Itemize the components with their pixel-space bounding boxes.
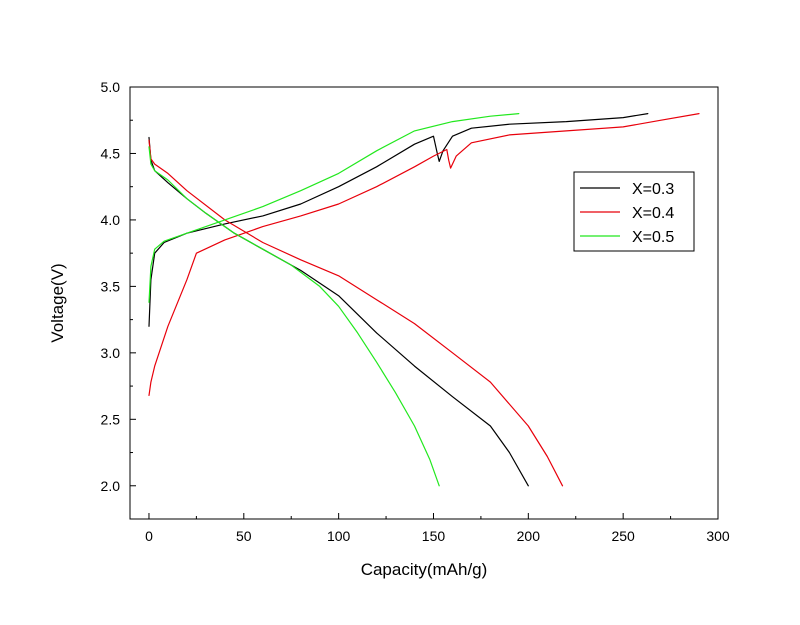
y-axis-ticks: 2.0 2.5 3.0 3.5 4.0 4.5 5.0 [101, 79, 136, 494]
legend-items: X=0.3 X=0.4 X=0.5 [580, 181, 674, 246]
series-line-3-discharge [148, 146, 440, 487]
x-tick-label: 250 [611, 528, 635, 544]
series-line-1-charge [148, 112, 649, 327]
legend: X=0.3 X=0.4 X=0.5 [573, 171, 695, 252]
series-line-1-discharge [148, 136, 529, 487]
x-tick-label: 300 [706, 528, 730, 544]
x-tick-label: 200 [517, 528, 541, 544]
series-line-2-charge [148, 112, 700, 396]
legend-label-2: X=0.4 [632, 205, 674, 222]
y-tick-label: 3.5 [101, 278, 121, 294]
y-tick-label: 2.5 [101, 411, 121, 427]
plot-frame [129, 86, 719, 520]
legend-label-3: X=0.5 [632, 229, 674, 246]
y-axis-title: Voltage(V) [48, 263, 67, 342]
y-tick-label: 2.0 [101, 478, 121, 494]
y-tick-label: 4.0 [101, 212, 121, 228]
series-line-2-discharge [148, 139, 564, 487]
y-tick-label: 5.0 [101, 79, 121, 95]
y-tick-label: 3.0 [101, 345, 121, 361]
series-lines [148, 112, 700, 487]
x-axis-ticks: 0 50 100 150 200 250 300 [145, 513, 730, 544]
x-tick-label: 50 [236, 528, 252, 544]
series-line-3-charge [148, 112, 520, 303]
x-tick-label: 100 [327, 528, 351, 544]
x-axis-title: Capacity(mAh/g) [361, 560, 488, 579]
legend-label-1: X=0.3 [632, 181, 674, 198]
x-tick-label: 0 [145, 528, 153, 544]
y-tick-label: 4.5 [101, 145, 121, 161]
x-tick-label: 150 [422, 528, 446, 544]
